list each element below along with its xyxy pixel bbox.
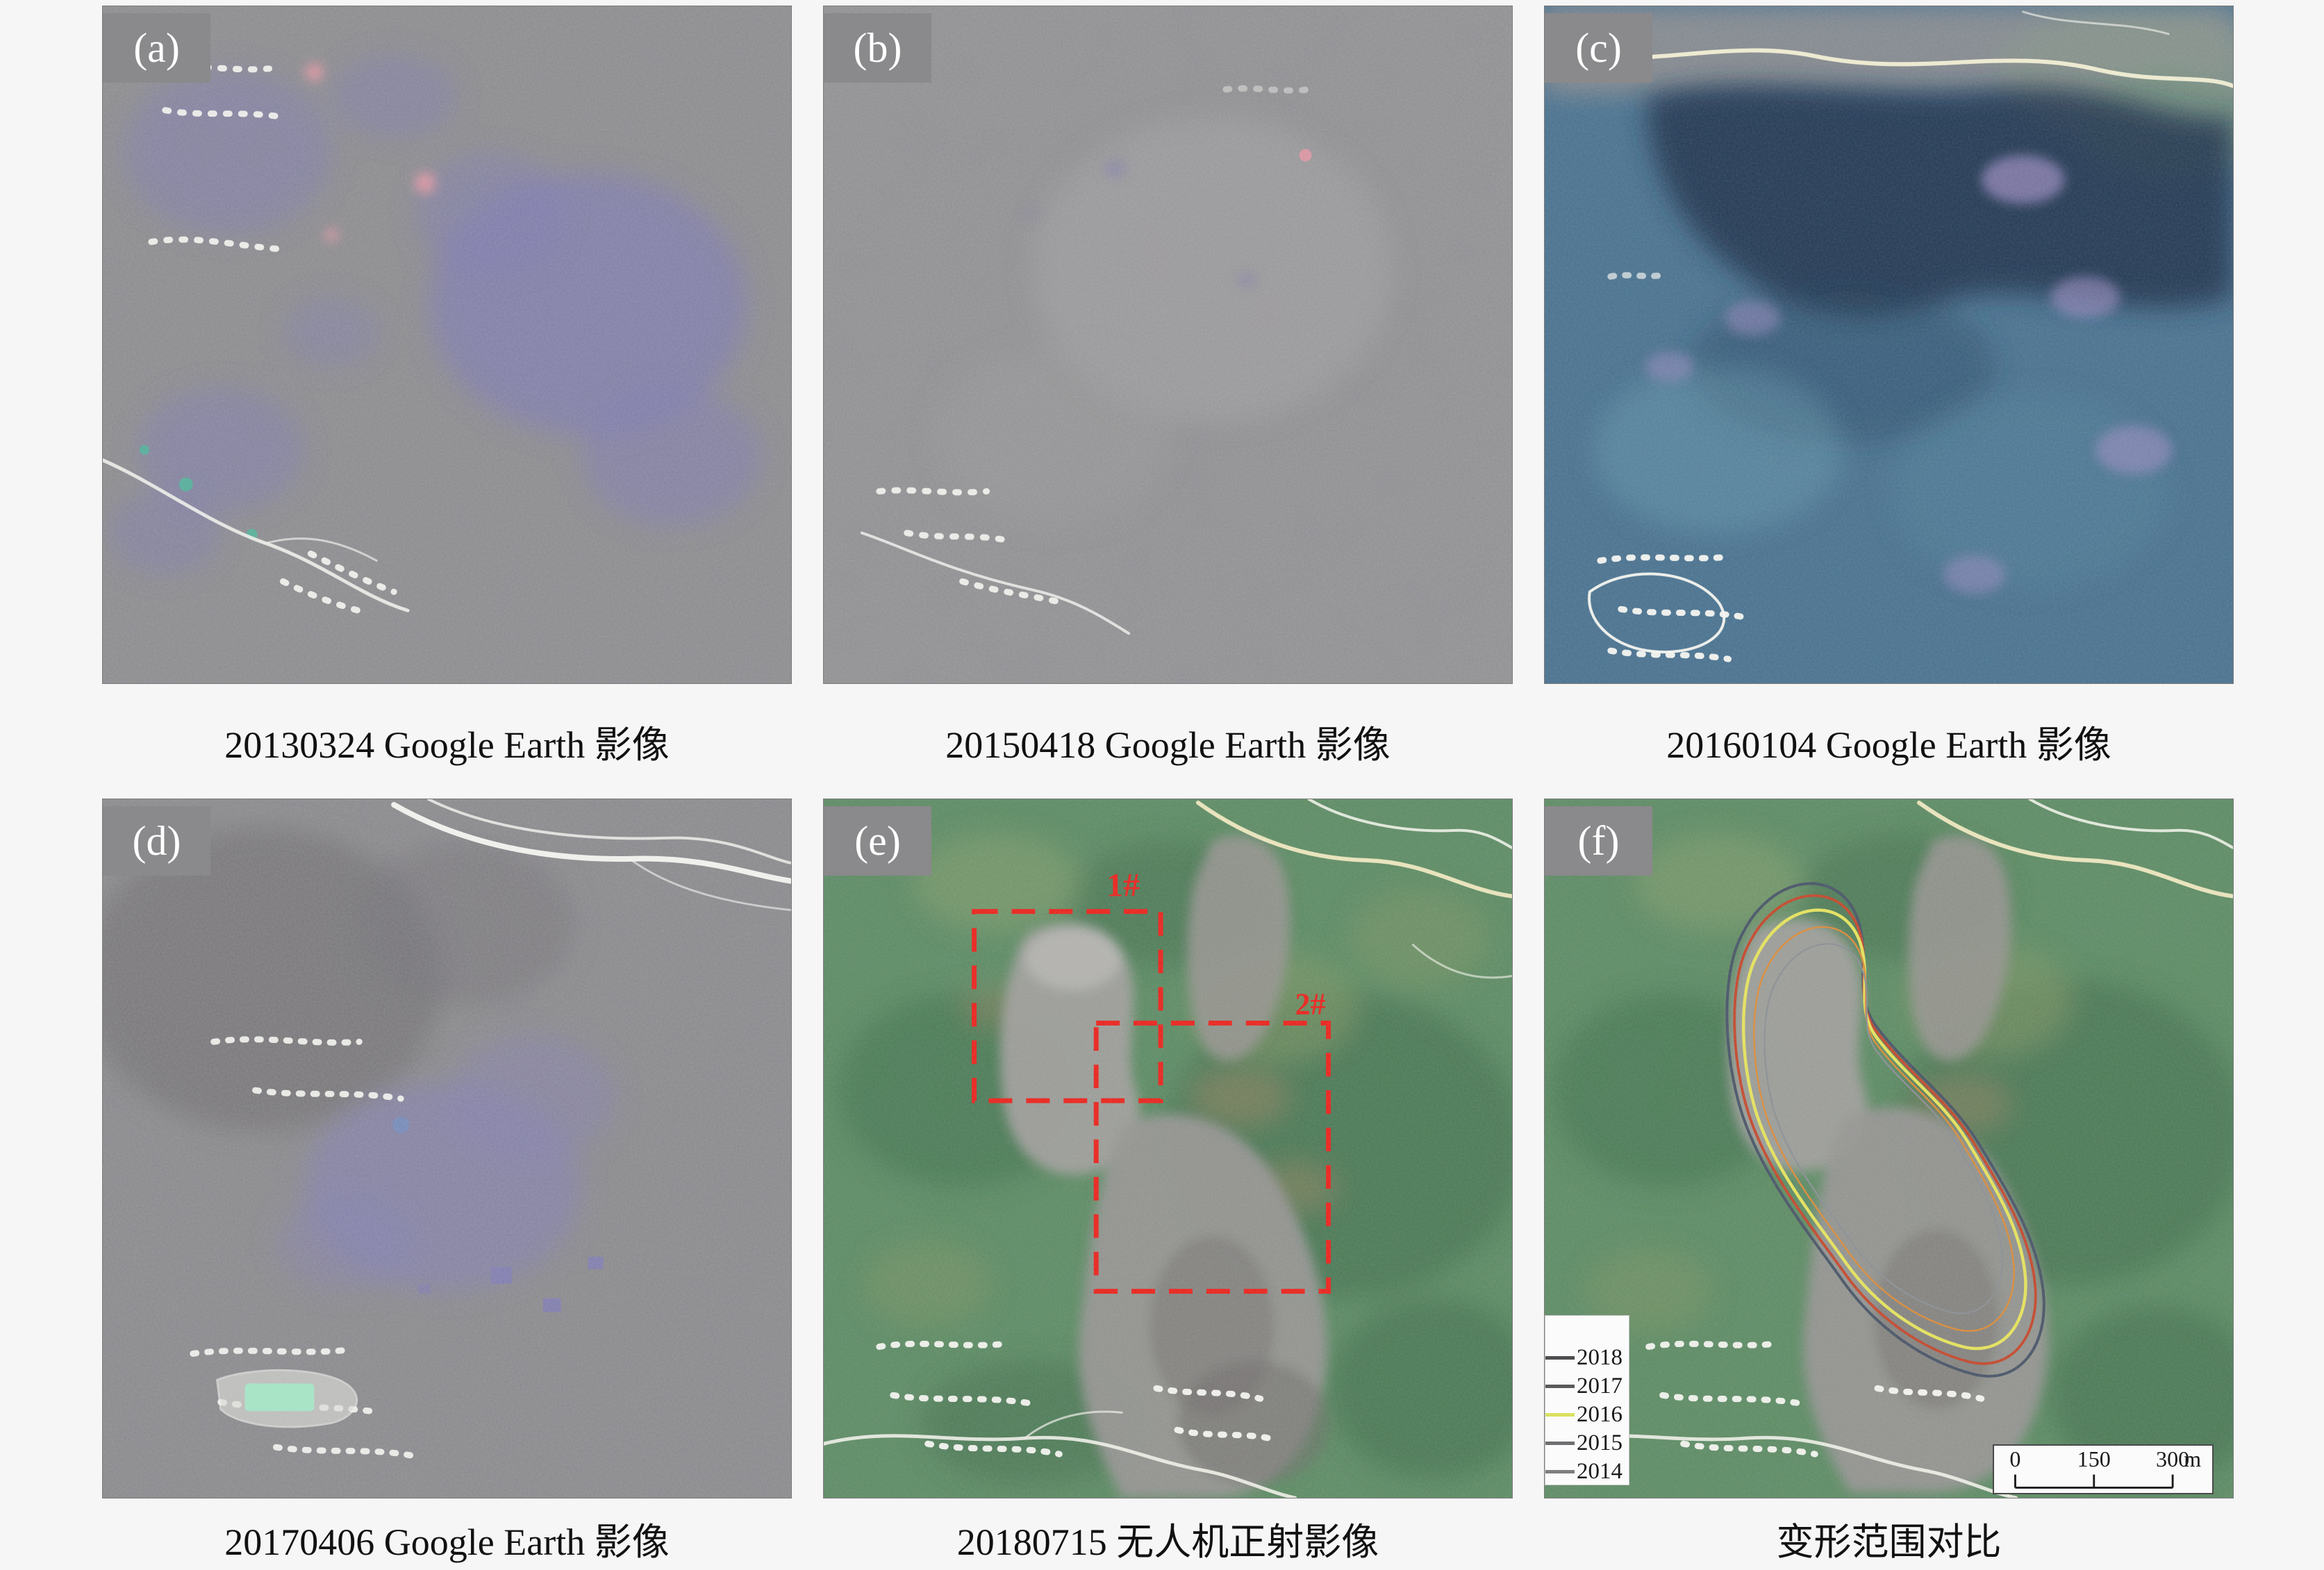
grain-overlay (1545, 799, 2233, 1498)
legend-row-2014: 2014 (1545, 1458, 1629, 1486)
grain-overlay (103, 799, 791, 1498)
legend-label-2018: 2018 (1577, 1345, 1622, 1370)
panel-e: 1# 2# (e) 20180715 无人机正射影像 (823, 799, 1513, 1564)
legend-swatch-2016 (1545, 1413, 1575, 1417)
scale-tick-300: 300 (2156, 1446, 2189, 1471)
panel-a-letter: (a) (103, 13, 210, 83)
grain-overlay (824, 799, 1512, 1498)
legend-swatch-2015 (1545, 1442, 1575, 1445)
satellite-art-a (103, 6, 791, 683)
scale-bar: 0 150 300 m (1993, 1444, 2214, 1494)
scale-unit: m (2184, 1446, 2201, 1471)
scale-tick-150: 150 (2077, 1446, 2111, 1471)
satellite-art-c (1545, 6, 2233, 683)
legend-row-2015: 2015 (1545, 1429, 1629, 1458)
panel-e-letter: (e) (824, 806, 931, 876)
panel-c-image: (c) (1544, 6, 2234, 684)
panel-c-caption: 20160104 Google Earth 影像 (1666, 724, 2111, 766)
legend-label-2014: 2014 (1577, 1459, 1622, 1484)
panel-b-image: (b) (823, 6, 1513, 684)
scale-tick-0: 0 (2009, 1446, 2020, 1471)
panel-a-caption: 20130324 Google Earth 影像 (224, 724, 670, 766)
panel-c: (c) 20160104 Google Earth 影像 (1544, 6, 2234, 799)
panel-f-image: (f) 2018 2017 2016 2015 (1544, 799, 2234, 1498)
scale-ruler (2014, 1474, 2174, 1489)
panel-b: (b) 20150418 Google Earth 影像 (823, 6, 1513, 799)
panel-f-caption-text: 变形范围对比 (1776, 1521, 2002, 1563)
legend-row-2017: 2017 (1545, 1372, 1629, 1401)
satellite-art-d (103, 799, 791, 1498)
panel-a-image: (a) (102, 6, 792, 684)
panel-a: (a) 20130324 Google Earth 影像 (102, 6, 792, 799)
legend-label-2015: 2015 (1577, 1430, 1622, 1455)
satellite-art-f (1545, 799, 2233, 1498)
panel-d-caption: 20170406 Google Earth 影像 (102, 1498, 792, 1564)
panel-f-caption: 变形范围对比 (1544, 1498, 2234, 1564)
panel-d: (d) 20170406 Google Earth 影像 (102, 799, 792, 1564)
legend-row-2018: 2018 (1545, 1344, 1629, 1372)
panel-d-caption-text: 20170406 Google Earth 影像 (224, 1521, 670, 1563)
grain-overlay (824, 6, 1512, 683)
panel-e-caption: 20180715 无人机正射影像 (823, 1498, 1513, 1564)
panel-e-caption-text: 20180715 无人机正射影像 (956, 1521, 1379, 1563)
legend-label-2017: 2017 (1577, 1373, 1622, 1398)
legend-label-2016: 2016 (1577, 1402, 1622, 1427)
panel-f: (f) 2018 2017 2016 2015 (1544, 799, 2234, 1564)
panel-f-letter: (f) (1545, 806, 1652, 876)
satellite-art-e: 1# 2# (824, 799, 1512, 1498)
grain-overlay (103, 6, 791, 683)
panel-b-caption: 20150418 Google Earth 影像 (945, 724, 1391, 766)
panel-d-image: (d) (102, 799, 792, 1498)
panel-b-letter: (b) (824, 13, 931, 83)
grain-overlay (1545, 6, 2233, 683)
legend-row-2016: 2016 (1545, 1401, 1629, 1429)
panel-c-letter: (c) (1545, 13, 1652, 83)
legend-swatch-2014 (1545, 1470, 1575, 1473)
figure-row-2: (d) 20170406 Google Earth 影像 (102, 799, 2324, 1564)
legend-swatch-2017 (1545, 1385, 1575, 1388)
panel-e-image: 1# 2# (e) (823, 799, 1513, 1498)
panel-d-letter: (d) (103, 806, 210, 876)
legend-swatch-2018 (1545, 1356, 1575, 1360)
year-legend: 2018 2017 2016 2015 2014 (1545, 1315, 1629, 1485)
scale-bar-graphic: 0 150 300 m (2009, 1446, 2201, 1489)
satellite-art-b (824, 6, 1512, 683)
figure-row-1: (a) 20130324 Google Earth 影像 (102, 6, 2324, 799)
